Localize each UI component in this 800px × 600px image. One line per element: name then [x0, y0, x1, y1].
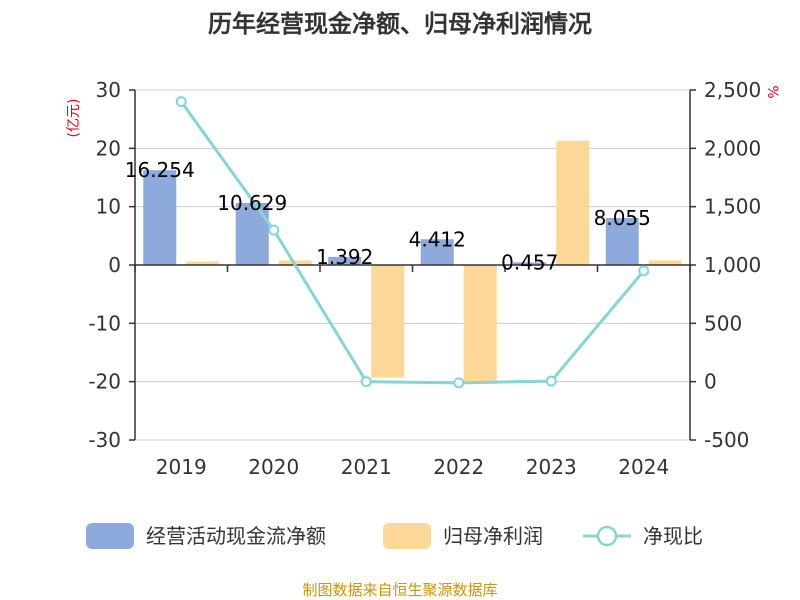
net-cash-ratio-point-2021[interactable] [360, 376, 372, 388]
left-tick-label: -20 [88, 370, 121, 394]
x-tick-label-2023: 2023 [526, 455, 577, 479]
cashflow-bar-2024[interactable] [605, 218, 639, 265]
cashflow-data-label-2019: 16.254 [125, 158, 195, 182]
source-note: 制图数据来自恒生聚源数据库 [302, 581, 497, 599]
net-cash-ratio-path [180, 100, 645, 385]
right-tick-label: 1,000 [704, 253, 761, 277]
cashflow-data-label-2023: 0.457 [501, 250, 558, 274]
left-tick-label: 20 [96, 136, 121, 160]
left-tick-label: 30 [96, 78, 121, 102]
net-cash-ratio-point-2022[interactable] [453, 377, 465, 389]
right-axis-unit: % [764, 85, 780, 98]
right-tick-label: 0 [704, 370, 717, 394]
right-tick-label: 1,500 [704, 195, 761, 219]
x-tick-label-2022: 2022 [433, 455, 484, 479]
x-tick-label-2019: 2019 [156, 455, 207, 479]
right-tick-label: 2,500 [704, 78, 761, 102]
right-tick-label: -500 [704, 428, 749, 452]
cashflow-bar-2021[interactable] [328, 256, 362, 265]
cashflow-bar-2023[interactable] [513, 262, 547, 265]
x-tick-label-2020: 2020 [248, 455, 299, 479]
net-profit-bar-2019[interactable] [186, 261, 220, 266]
axes: 30 20 10 0 -10 -20 -30 2,500 2,000 1,500 1,000 500 0… [88, 78, 761, 479]
data-labels: 16.254 10.629 1.392 4.412 0.457 8.055 [125, 158, 651, 274]
legend-label-net-profit[interactable]: 归母净利润 [443, 524, 543, 548]
cashflow-data-label-2024: 8.055 [594, 206, 651, 230]
cashflow-data-label-2020: 10.629 [217, 191, 287, 215]
legend-marker-ratio[interactable] [596, 525, 618, 547]
net-cash-ratio-line [175, 96, 650, 389]
x-tick-label-2021: 2021 [341, 455, 392, 479]
chart-title: 历年经营现金净额、归母净利润情况 [208, 10, 592, 38]
net-profit-bar-2021[interactable] [371, 265, 405, 378]
net-cash-ratio-point-2020[interactable] [268, 224, 280, 236]
left-tick-label: -10 [88, 311, 121, 335]
cashflow-bar-2022[interactable] [420, 239, 454, 265]
net-cash-ratio-point-2019[interactable] [175, 96, 187, 108]
net-profit-bar-2024[interactable] [648, 260, 682, 265]
left-tick-label: 10 [96, 195, 121, 219]
cashflow-bar-2019[interactable] [143, 170, 177, 265]
right-tick-label: 2,000 [704, 136, 761, 160]
left-tick-label: 0 [108, 253, 121, 277]
bars [143, 140, 682, 383]
cashflow-data-label-2022: 4.412 [409, 227, 466, 251]
legend-swatch-net-profit[interactable] [383, 523, 431, 549]
legend-label-cashflow[interactable]: 经营活动现金流净额 [146, 524, 326, 548]
net-profit-bar-2023[interactable] [556, 140, 590, 265]
right-tick-label: 500 [704, 311, 742, 335]
net-cash-ratio-point-2023[interactable] [545, 375, 557, 387]
legend-swatch-cashflow[interactable] [86, 523, 134, 549]
legend[interactable]: 经营活动现金流净额 归母净利润 净现比 [86, 523, 703, 549]
x-tick-label-2024: 2024 [618, 455, 669, 479]
left-tick-label: -30 [88, 428, 121, 452]
net-cash-ratio-point-2024[interactable] [638, 265, 650, 277]
legend-label-ratio[interactable]: 净现比 [643, 524, 703, 548]
net-profit-bar-2022[interactable] [463, 265, 497, 383]
left-axis-unit: (亿元) [66, 99, 82, 138]
cashflow-data-label-2021: 1.392 [316, 245, 373, 269]
